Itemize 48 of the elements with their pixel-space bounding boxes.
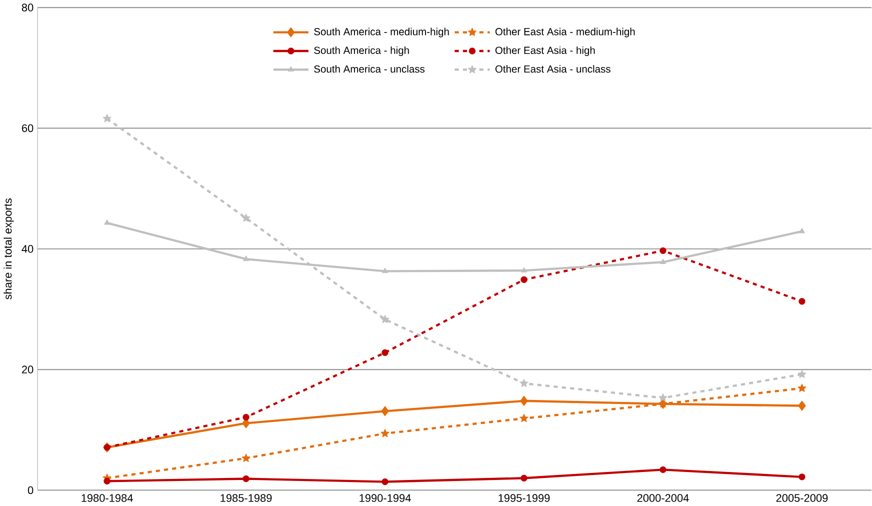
x-tick-label: 1985-1989 bbox=[220, 494, 272, 502]
legend-label: South America - high bbox=[314, 46, 409, 56]
y-tick-label: 80 bbox=[22, 4, 34, 12]
point bbox=[520, 414, 528, 422]
y-tick-label: 60 bbox=[22, 124, 34, 132]
point bbox=[658, 394, 668, 402]
point bbox=[520, 379, 528, 388]
legend-label: Other East Asia - medium-high bbox=[495, 28, 635, 38]
point bbox=[660, 466, 666, 474]
point bbox=[798, 384, 806, 392]
point bbox=[798, 370, 806, 378]
point bbox=[242, 214, 250, 222]
point bbox=[520, 276, 528, 284]
point bbox=[102, 114, 112, 122]
y-tick-label: 40 bbox=[22, 245, 34, 253]
point bbox=[382, 478, 388, 486]
point bbox=[382, 268, 388, 274]
x-tick-label: 1990-1994 bbox=[360, 494, 411, 502]
point bbox=[243, 256, 249, 262]
point bbox=[242, 414, 250, 421]
point bbox=[798, 400, 806, 411]
point bbox=[242, 454, 250, 462]
legend-label: South America - medium-high bbox=[314, 28, 449, 38]
legend-label: Other East Asia - unclass bbox=[495, 65, 610, 73]
point bbox=[520, 396, 528, 406]
x-tick-label: 1980-1984 bbox=[82, 494, 133, 502]
legend-label: South America - unclass bbox=[314, 65, 425, 73]
point bbox=[380, 315, 390, 324]
y-axis-title: share in total exports bbox=[4, 198, 14, 300]
point bbox=[520, 475, 528, 482]
point bbox=[798, 298, 806, 305]
point bbox=[381, 406, 389, 416]
point bbox=[104, 220, 110, 226]
x-tick-label: 1995-1999 bbox=[498, 494, 550, 502]
x-tick-label: 2000-2004 bbox=[637, 494, 689, 502]
point bbox=[660, 248, 666, 254]
point bbox=[382, 350, 388, 356]
y-tick-label: 20 bbox=[22, 366, 34, 374]
point bbox=[660, 259, 666, 264]
x-tick-label: 2005-2009 bbox=[776, 494, 828, 502]
point bbox=[380, 429, 390, 438]
point bbox=[799, 228, 805, 234]
y-tick-label: 0 bbox=[28, 486, 34, 494]
point bbox=[242, 476, 250, 482]
point bbox=[104, 478, 110, 485]
legend-label: Other East Asia - high bbox=[495, 46, 595, 56]
point bbox=[798, 474, 806, 481]
point bbox=[521, 267, 527, 273]
